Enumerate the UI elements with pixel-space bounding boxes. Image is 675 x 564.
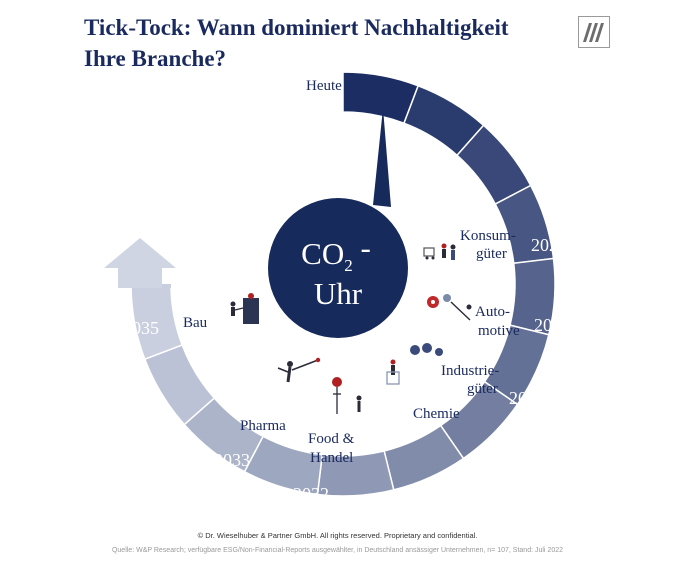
year-label-2035: 2035 [123,318,159,338]
industry-industriegueter-line1: Industrie- [441,363,499,379]
year-label-2027: 2027 [531,235,567,255]
food-retail-icon [332,377,362,414]
center-label-dash: - [353,230,371,265]
automotive-gears-icon [427,294,472,321]
industrial-goods-icon [386,343,443,385]
title-line-2: Ihre Branche? [84,46,227,71]
center-label-subscript: 2 [344,256,353,275]
page-title: Tick-Tock: Wann dominiert Nachhaltigkeit… [84,12,584,74]
industry-pharma: Pharma [240,418,286,434]
source-note: Quelle: W&P Research; verfügbare ESG/Non… [111,547,564,554]
co2-clock-center [268,198,408,338]
title-line-1: Tick-Tock: Wann dominiert Nachhaltigkeit [84,15,509,40]
industry-konsumgueter-line1: Konsum- [460,228,516,244]
ring-arrow-head [104,238,176,288]
clock-hand [373,108,391,207]
construction-icon [230,293,259,324]
industry-konsumgueter-line2: güter [476,246,507,262]
industry-chemie: Chemie [413,406,460,422]
center-label-co2: CO2 - [301,230,371,275]
year-label-2032: 2032 [293,484,329,504]
wieselhuber-logo [578,16,610,48]
industry-automotive-line1: Auto- [475,304,510,320]
year-label-2033: 2033 [214,450,250,470]
industry-food-handel-line2: Handel [310,450,353,466]
consumer-goods-icon [423,243,456,260]
industry-automotive-line2: motive [478,323,520,339]
year-label-2029: 2029 [509,388,545,408]
copyright-notice: © Dr. Wieselhuber & Partner GmbH. All ri… [197,531,478,540]
industry-food-handel-line1: Food & [308,431,355,447]
clock-ring [130,71,556,497]
pharma-icon [277,357,321,383]
year-label-2028: 2028 [534,315,570,335]
industry-industriegueter-line2: güter [467,381,498,397]
today-label: Heute [306,78,342,94]
center-label-uhr: Uhr [314,276,363,311]
industry-bau: Bau [183,315,208,331]
